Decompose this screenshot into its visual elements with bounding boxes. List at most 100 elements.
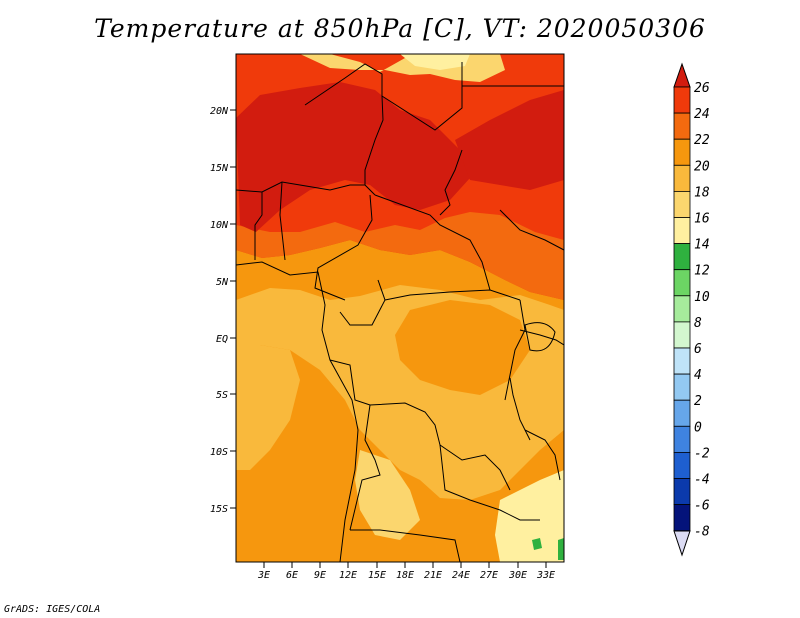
border-malawi	[524, 429, 561, 481]
colorbar-box	[673, 373, 691, 401]
plot-title: Temperature at 850hPa [C], VT: 202005030…	[94, 14, 706, 43]
lon-tick-label: 6E	[286, 570, 298, 581]
lat-tick-label: 15S	[210, 504, 228, 515]
colorbar-label: -6	[694, 499, 710, 514]
colorbar-box	[673, 138, 691, 166]
field-green-patch-1	[532, 538, 542, 550]
lon-tick-9e: 9E	[314, 562, 326, 581]
colorbar-label: 4	[694, 368, 702, 383]
colorbar-box	[673, 347, 691, 375]
temperature-field	[236, 54, 564, 562]
border-gabon-congo	[339, 279, 386, 326]
field-light-orange-southwest	[236, 345, 300, 470]
field-hot-core-2	[455, 90, 564, 190]
colorbar-label: 6	[694, 342, 702, 357]
colorbar-label: 12	[694, 264, 710, 279]
lon-tick-label: 12E	[339, 570, 357, 581]
lon-tick-label: 24E	[452, 570, 470, 581]
lat-tick-20n: 20N	[210, 106, 236, 117]
lat-tick-10s: 10S	[210, 447, 236, 458]
border-drc-southwest	[329, 359, 511, 491]
lon-tick-15e: 15E	[368, 562, 386, 581]
lat-tick-eq: EQ	[216, 334, 236, 345]
border-chad-sudan	[439, 149, 463, 216]
border-east-africa	[499, 209, 564, 251]
lon-tick-6e: 6E	[286, 562, 298, 581]
lake-victoria	[524, 322, 556, 352]
border-west-africa	[254, 192, 263, 260]
border-uganda-kenya	[519, 329, 564, 346]
lat-tick-label: 20N	[210, 106, 229, 117]
coast-gulf-of-guinea	[236, 261, 359, 562]
border-angola-zambia	[349, 404, 381, 531]
field-orange-red-band	[236, 212, 564, 300]
lat-tick-15s: 15S	[210, 504, 236, 515]
lat-tick-label: 15N	[210, 163, 229, 174]
lat-tick-label: 10N	[210, 220, 229, 231]
lat-tick-5s: 5S	[216, 390, 236, 401]
colorbar-label: -8	[694, 525, 710, 540]
border-namibia	[350, 529, 461, 562]
colorbar-box	[673, 478, 691, 506]
field-green-patch-2	[558, 538, 564, 560]
colorbar-label: -2	[694, 446, 710, 461]
grads-credit: GrADS: IGES/COLA	[4, 604, 101, 615]
plot-frame	[235, 53, 565, 563]
field-pale-southeast	[495, 470, 564, 562]
colorbar-box	[673, 295, 691, 323]
colorbar-bottom-arrow	[673, 530, 691, 557]
border-sahara	[304, 62, 463, 131]
colorbar-box	[673, 451, 691, 479]
lat-axis: 20N 15N 10N 5N EQ 5S 10S 15S	[210, 106, 236, 515]
colorbar-label: 14	[694, 238, 710, 253]
colorbar-box	[673, 425, 691, 453]
border-cameroon	[314, 194, 373, 301]
lon-tick-21e: 21E	[424, 562, 442, 581]
border-libya-egypt	[461, 85, 564, 108]
colorbar-box	[673, 399, 691, 427]
colorbar-box	[673, 243, 691, 271]
lon-tick-33e: 33E	[536, 562, 555, 581]
lon-tick-label: 30E	[508, 570, 527, 581]
colorbar-box	[673, 190, 691, 218]
lon-tick-12e: 12E	[339, 562, 357, 581]
lat-tick-label: 10S	[210, 447, 228, 458]
lon-tick-label: 15E	[368, 570, 386, 581]
border-great-lakes	[504, 299, 526, 401]
colorbar-label: 8	[694, 316, 702, 331]
colorbar-top-arrow	[673, 62, 691, 88]
colorbar-box	[673, 321, 691, 349]
colorbar-label: 16	[694, 212, 710, 227]
lon-tick-label: 21E	[424, 570, 442, 581]
lat-tick-label: 5N	[216, 277, 229, 288]
colorbar-box	[673, 86, 691, 114]
lon-tick-label: 27E	[480, 570, 498, 581]
colorbar-label: 24	[694, 107, 710, 122]
lon-tick-18e: 18E	[396, 562, 414, 581]
lat-tick-label: EQ	[216, 334, 228, 345]
colorbar-label: 10	[694, 290, 710, 305]
lat-tick-label: 5S	[216, 390, 228, 401]
border-drc-north	[384, 289, 521, 301]
lat-tick-15n: 15N	[210, 163, 236, 174]
lon-tick-24e: 24E	[452, 562, 470, 581]
border-car	[374, 194, 491, 291]
colorbar-box	[673, 217, 691, 245]
lon-tick-label: 9E	[314, 570, 326, 581]
field-hot-core-1	[236, 82, 470, 232]
colorbar-boxes	[673, 86, 691, 532]
colorbar-label: 18	[694, 185, 710, 200]
colorbar-box	[673, 112, 691, 140]
colorbar-label: -4	[694, 473, 710, 488]
colorbar-box	[673, 504, 691, 532]
field-pale-north	[400, 54, 470, 70]
lon-tick-label: 3E	[257, 570, 270, 581]
field-yellow-south	[355, 450, 420, 540]
lat-tick-10n: 10N	[210, 220, 236, 231]
border-niger-chad	[364, 95, 384, 196]
colorbar-box	[673, 164, 691, 192]
lat-tick-5n: 5N	[216, 277, 236, 288]
lon-tick-30e: 30E	[508, 562, 527, 581]
